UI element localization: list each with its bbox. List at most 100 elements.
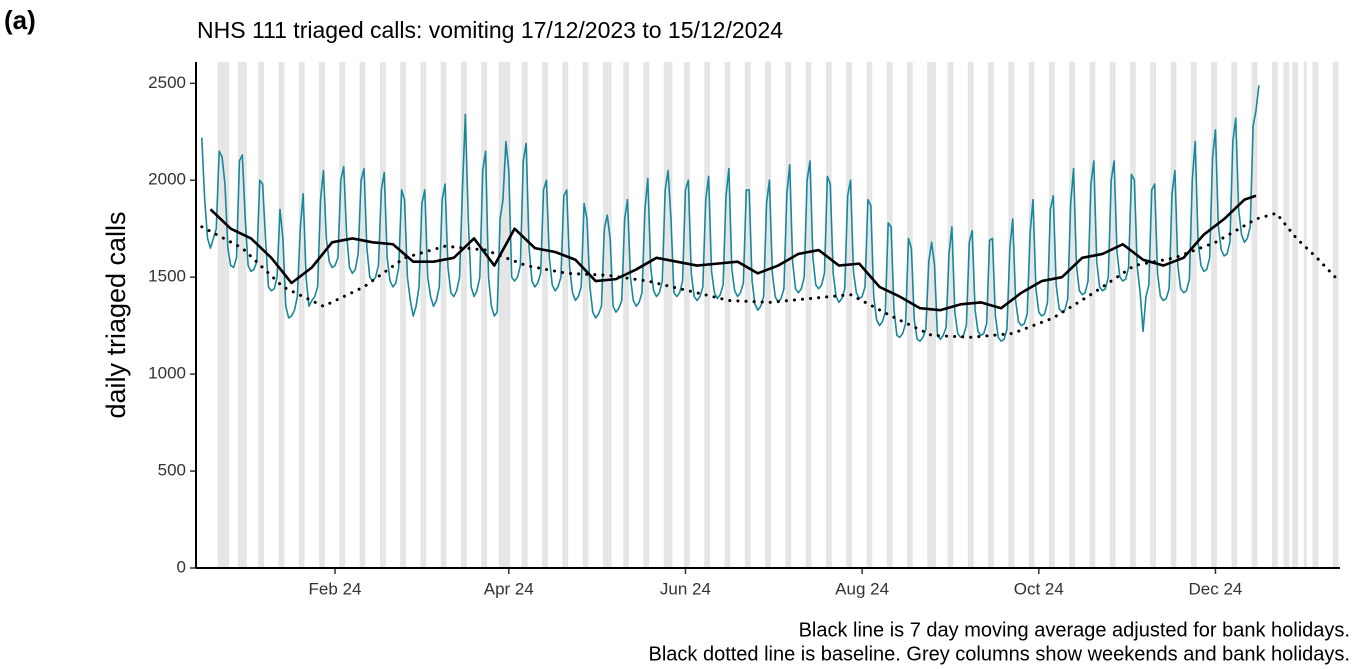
shade-column xyxy=(1315,62,1319,568)
shade-column xyxy=(507,62,511,568)
shade-column xyxy=(585,62,589,568)
shade-column xyxy=(484,62,488,568)
shade-column xyxy=(521,62,525,568)
shade-column xyxy=(1112,62,1116,568)
shade-column xyxy=(544,62,548,568)
shade-column xyxy=(1190,62,1194,568)
shade-column xyxy=(1173,62,1177,568)
shade-column xyxy=(1234,62,1238,568)
shade-column xyxy=(1332,62,1336,568)
shade-column xyxy=(1283,62,1287,568)
shade-column xyxy=(217,62,221,568)
shade-column xyxy=(707,62,711,568)
shade-column xyxy=(440,62,444,568)
shade-column xyxy=(498,62,502,568)
shade-column xyxy=(886,62,890,568)
shade-column xyxy=(1274,62,1278,568)
x-tick-label: Aug 24 xyxy=(835,579,889,598)
shade-column xyxy=(226,62,230,568)
shade-column xyxy=(825,62,829,568)
shade-column xyxy=(907,62,910,568)
shade-column xyxy=(1335,62,1339,568)
panel-label: (a) xyxy=(4,5,36,35)
shade-column xyxy=(1214,62,1217,568)
shade-column xyxy=(240,62,244,568)
shade-column xyxy=(504,62,508,568)
x-tick-label: Feb 24 xyxy=(309,579,362,598)
shade-column xyxy=(220,62,224,568)
shade-column xyxy=(321,62,325,568)
y-tick-label: 0 xyxy=(177,557,186,576)
shade-column xyxy=(768,62,771,568)
shade-column xyxy=(501,62,505,568)
shade-column xyxy=(278,62,282,568)
x-tick-label: Jun 24 xyxy=(660,579,711,598)
shade-column xyxy=(403,62,406,568)
shade-column xyxy=(319,62,322,568)
shade-column xyxy=(930,62,934,568)
shade-column xyxy=(461,62,464,568)
shade-column xyxy=(362,62,366,568)
shade-column xyxy=(1312,62,1316,568)
shade-column xyxy=(643,62,647,568)
shade-column xyxy=(1153,62,1157,568)
shade-column xyxy=(866,62,870,568)
shade-column xyxy=(1130,62,1133,568)
shade-column xyxy=(237,62,241,568)
shade-column xyxy=(481,62,485,568)
shade-column xyxy=(562,62,566,568)
shade-column xyxy=(542,62,545,568)
shade-column xyxy=(828,62,832,568)
shade-column xyxy=(846,62,850,568)
shade-column xyxy=(1089,62,1093,568)
shade-column xyxy=(970,62,974,568)
chart-title: NHS 111 triaged calls: vomiting 17/12/20… xyxy=(197,17,783,43)
shade-column xyxy=(582,62,586,568)
shade-column xyxy=(1008,62,1012,568)
shade-column xyxy=(666,62,670,568)
shade-column xyxy=(663,62,667,568)
series-line xyxy=(209,194,1257,312)
shade-column xyxy=(400,62,404,568)
shade-column xyxy=(909,62,913,568)
shade-column xyxy=(1072,62,1075,568)
shade-column xyxy=(1231,62,1235,568)
shade-column xyxy=(1048,62,1052,568)
shade-column xyxy=(1109,62,1113,568)
x-tick-label: Apr 24 xyxy=(484,579,534,598)
shade-column xyxy=(1051,62,1055,568)
shade-column xyxy=(298,62,302,568)
shade-column xyxy=(747,62,751,568)
shade-column xyxy=(1170,62,1174,568)
shade-column xyxy=(686,62,690,568)
shade-column xyxy=(379,62,383,568)
shade-column xyxy=(1069,62,1073,568)
shade-column xyxy=(646,62,650,568)
shade-column xyxy=(869,62,873,568)
shade-column xyxy=(223,62,227,568)
shade-column xyxy=(463,62,467,568)
shade-column xyxy=(950,62,954,568)
shade-column xyxy=(1292,62,1296,568)
shade-column xyxy=(423,62,427,568)
shade-column xyxy=(967,62,971,568)
shade-column xyxy=(849,62,852,568)
y-tick-label: 1000 xyxy=(148,364,186,383)
shade-column xyxy=(991,62,994,568)
y-axis-label: daily triaged calls xyxy=(101,211,131,418)
shade-column xyxy=(602,62,606,568)
series-line xyxy=(200,211,1339,339)
shade-column xyxy=(788,62,792,568)
shade-column xyxy=(889,62,893,568)
shade-column xyxy=(623,62,627,568)
shade-column xyxy=(1011,62,1015,568)
shade-column xyxy=(1286,62,1290,568)
shade-column xyxy=(727,62,731,568)
shade-column xyxy=(608,62,612,568)
shade-column xyxy=(805,62,809,568)
shade-column xyxy=(359,62,363,568)
shade-column xyxy=(443,62,447,568)
shade-column xyxy=(420,62,424,568)
y-tick-label: 500 xyxy=(158,461,186,480)
